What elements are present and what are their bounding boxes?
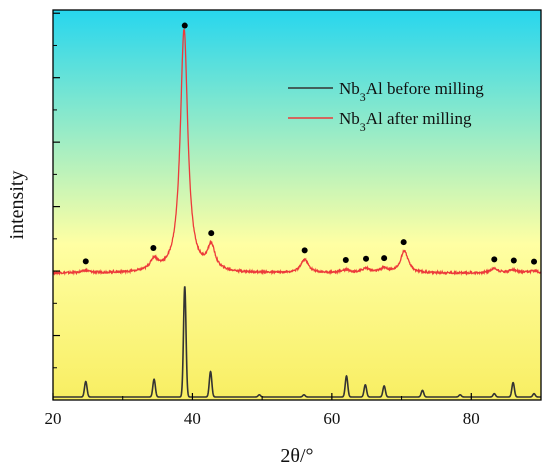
phase-marker-group: [82, 22, 538, 265]
series-line-before-milling: [53, 286, 541, 398]
plot-frame: [52, 9, 542, 401]
phase-marker-dot: [208, 230, 215, 237]
plot-background: [53, 10, 541, 400]
phase-marker-dot: [342, 257, 349, 264]
phase-marker-dot: [381, 255, 388, 262]
series-line-after-milling: [53, 28, 541, 277]
phase-marker-dot: [491, 256, 498, 263]
phase-marker-dot: [363, 255, 370, 262]
x-axis-title: 2θ/°: [280, 445, 313, 467]
y-axis-title: intensity: [6, 171, 28, 240]
phase-marker-dot: [150, 244, 157, 251]
phase-marker-dot: [181, 22, 188, 29]
x-tick-label: 80: [463, 409, 480, 428]
phase-marker-dot: [82, 258, 89, 265]
phase-marker-dot: [400, 239, 407, 246]
phase-marker-dot: [301, 247, 308, 254]
x-tick-label: 20: [45, 409, 62, 428]
phase-marker-dot: [531, 258, 538, 265]
x-tick-label: 60: [323, 409, 340, 428]
x-tick-label: 40: [184, 409, 201, 428]
axis-group: 20 40 60 80: [45, 12, 480, 428]
series-group: [53, 28, 541, 398]
phase-marker-dot: [510, 257, 517, 264]
